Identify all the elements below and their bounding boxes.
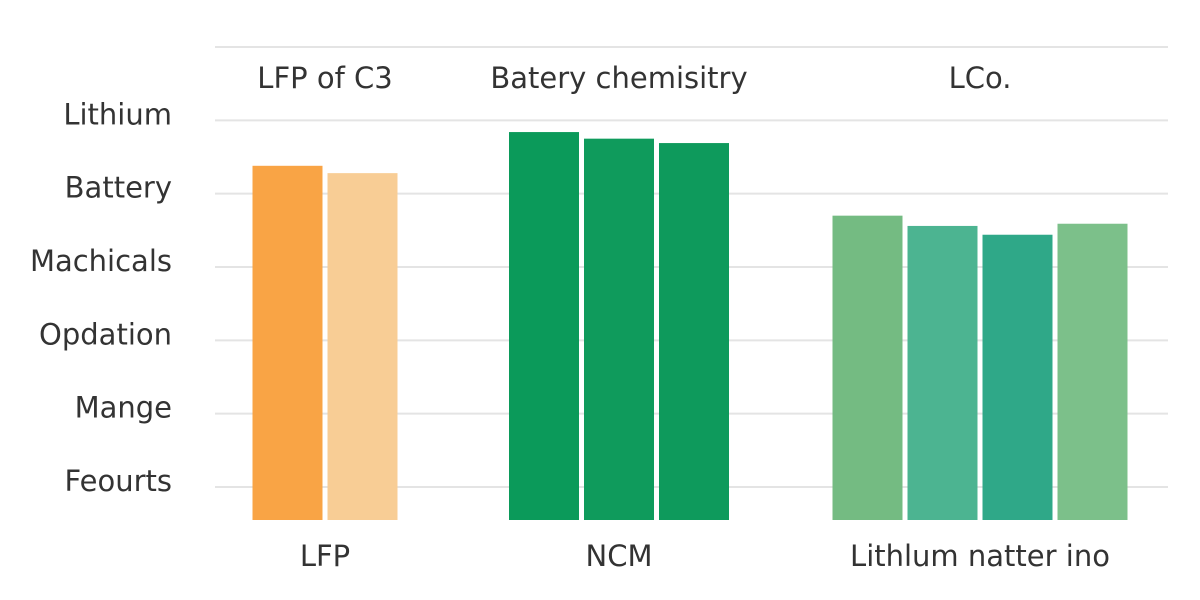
bar — [327, 173, 398, 520]
x-tick-label: NCM — [586, 539, 653, 573]
y-tick-label: Mange — [75, 391, 172, 425]
y-tick-label: Lithium — [63, 97, 172, 131]
x-tick-label: LFP — [300, 539, 350, 573]
x-tick-label: Lithlum natter ino — [850, 539, 1110, 573]
bar — [1057, 223, 1128, 520]
bar — [659, 143, 729, 521]
y-tick-label: Machicals — [30, 244, 172, 278]
bar — [982, 234, 1053, 520]
bar — [584, 138, 654, 520]
bar — [252, 165, 323, 521]
y-tick-label: Feourts — [65, 464, 172, 498]
group-title: Batery chemisitry — [490, 61, 747, 95]
y-tick-label: Opdation — [39, 317, 172, 351]
y-tick-label: Battery — [65, 171, 172, 205]
bar — [832, 215, 903, 520]
group-title: LFP of C3 — [257, 61, 392, 95]
bar — [509, 132, 579, 521]
bar — [907, 225, 978, 520]
group-title: LCo. — [949, 61, 1012, 95]
